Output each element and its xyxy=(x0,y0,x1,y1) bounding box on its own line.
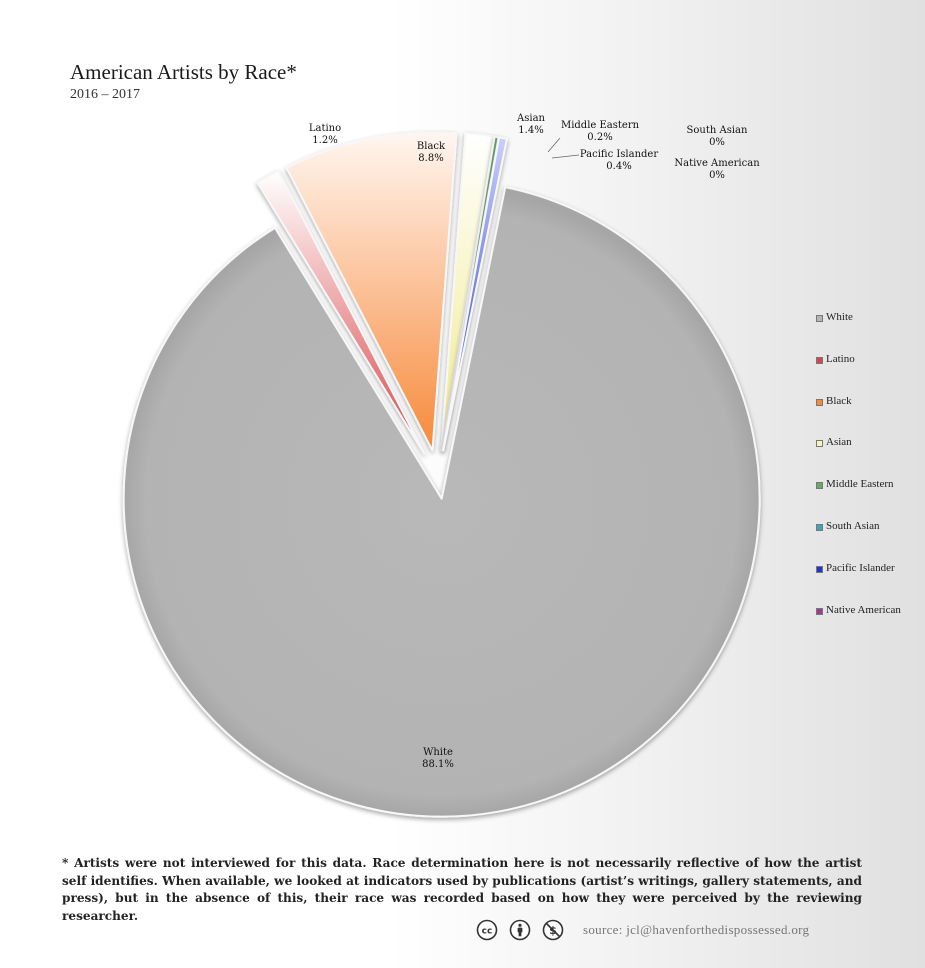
legend-label: White xyxy=(826,311,853,323)
legend-label: Native American xyxy=(826,603,901,616)
slice-value-pacific-islander: 0.4% xyxy=(606,161,631,172)
chart-subtitle: 2016 – 2017 xyxy=(70,87,140,102)
pie-slice-latino xyxy=(256,170,426,455)
legend-swatch-latino xyxy=(816,356,823,364)
legend-swatch-native-american xyxy=(816,607,823,615)
slice-label-white: White xyxy=(423,747,453,758)
footnote: * Artists were not interviewed for this … xyxy=(62,856,862,923)
legend-label: South Asian xyxy=(826,519,880,532)
legend-item-middle-eastern: Middle Eastern xyxy=(816,478,901,520)
svg-text:cc: cc xyxy=(482,927,493,937)
chart-legend: White Latino Black Asian Middle Eastern South… xyxy=(816,311,901,645)
slice-label-asian: Asian xyxy=(516,113,546,124)
legend-label: Asian xyxy=(826,436,852,449)
slice-value-south-asian: 0% xyxy=(709,137,725,148)
noncommercial-icon: $ xyxy=(542,919,564,941)
legend-swatch-white xyxy=(816,315,823,322)
slice-value-white: 88.1% xyxy=(422,759,454,770)
legend-item-asian: Asian xyxy=(816,436,901,478)
slice-label-pacific-islander: Pacific Islander xyxy=(580,149,658,160)
legend-label: Latino xyxy=(826,352,855,365)
legend-swatch-pacific-islander xyxy=(816,565,823,573)
slice-label-middle-eastern: Middle Eastern xyxy=(561,120,640,131)
pie-slice-pacific-islander xyxy=(442,136,508,452)
slice-label-latino: Latino xyxy=(309,123,341,134)
leader-line-pacific-islander xyxy=(551,154,580,159)
legend-swatch-black xyxy=(816,398,823,406)
legend-item-black: Black xyxy=(816,395,901,437)
slice-label-black: Black xyxy=(417,141,446,152)
footer: cc $ source: jcl@havenforthedispossessed… xyxy=(476,919,809,941)
legend-item-native-american: Native American xyxy=(816,604,901,646)
legend-swatch-asian xyxy=(816,440,823,448)
legend-label: Pacific Islander xyxy=(826,561,895,574)
chart-title: American Artists by Race* xyxy=(70,60,297,84)
legend-label: Middle Eastern xyxy=(826,478,894,491)
slice-label-south-asian: South Asian xyxy=(687,125,748,136)
pie-slice-asian xyxy=(440,132,495,452)
slice-value-black: 8.8% xyxy=(418,153,443,164)
slice-value-latino: 1.2% xyxy=(312,135,337,146)
legend-label: Black xyxy=(826,394,852,407)
pie-slice-white xyxy=(122,186,761,818)
cc-icon: cc xyxy=(476,919,498,941)
legend-item-white: White xyxy=(816,311,901,353)
slice-label-native-american: Native American xyxy=(674,158,760,169)
attribution-person-icon xyxy=(509,919,531,941)
slice-value-asian: 1.4% xyxy=(518,125,543,136)
legend-swatch-middle-eastern xyxy=(816,482,823,490)
pie-slice-black xyxy=(285,131,458,452)
legend-swatch-south-asian xyxy=(816,523,823,531)
legend-item-south-asian: South Asian xyxy=(816,520,901,562)
source-text: source: jcl@havenforthedispossessed.org xyxy=(583,922,810,937)
slice-value-middle-eastern: 0.2% xyxy=(587,132,612,143)
leader-line-middle-eastern xyxy=(547,137,561,153)
legend-item-latino: Latino xyxy=(816,353,901,395)
legend-item-pacific-islander: Pacific Islander xyxy=(816,562,901,604)
slice-value-native-american: 0% xyxy=(709,170,725,181)
